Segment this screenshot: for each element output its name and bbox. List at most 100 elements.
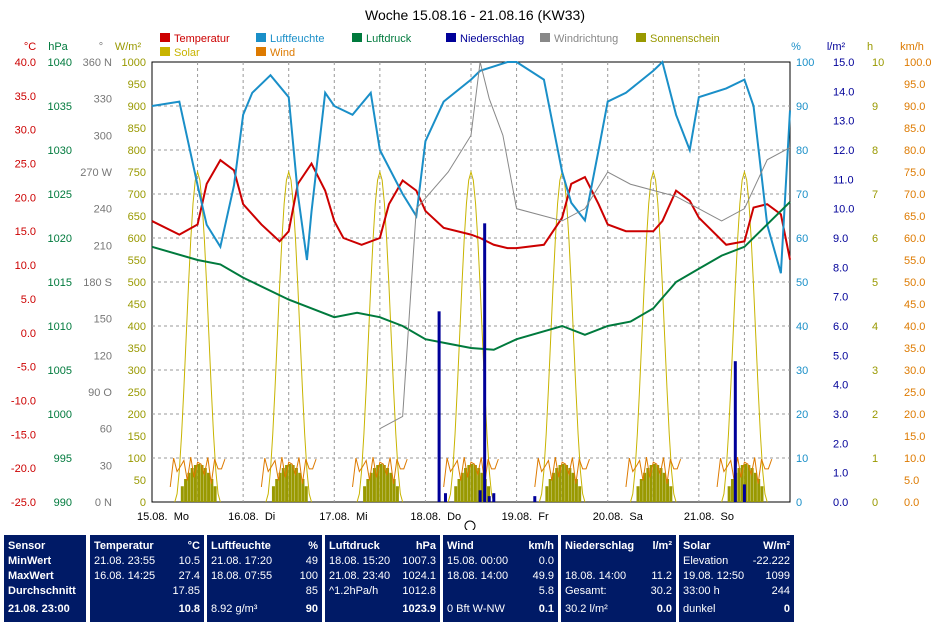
rain-row: 30.2 l/m² 0.0 [565, 602, 672, 616]
press-row: 18.08. 15:20 1007.3 [329, 554, 436, 568]
sunshine-bar [460, 472, 464, 502]
press-tick: 1035 [48, 101, 72, 113]
wind-tick: 65.0 [904, 211, 925, 223]
hum-tick: 80 [796, 145, 808, 157]
wind-tick: 35.0 [904, 343, 925, 355]
press-tick: 1030 [48, 145, 72, 157]
press-tick: 1025 [48, 189, 72, 201]
sunshine-bar [568, 468, 572, 502]
sunshine-bar [275, 479, 279, 502]
hum-tick: 40 [796, 321, 808, 333]
sunshine-bar [750, 468, 754, 502]
solar-tick: 500 [128, 277, 146, 289]
rain-row-value: 11.2 [651, 570, 672, 582]
press-tick: 995 [54, 453, 72, 465]
rain-bar [437, 311, 441, 502]
hum-header-label: Luftfeuchte [211, 540, 271, 552]
sunshine-bar [555, 468, 559, 502]
press-unit: hPa [48, 41, 68, 53]
wind-unit: km/h [900, 41, 924, 53]
legend-swatch [352, 33, 362, 42]
wind-tick: 85.0 [904, 123, 925, 135]
day-label: 16.08. Di [228, 511, 275, 523]
solar-row-value: 1099 [765, 570, 790, 582]
day-label: 19.08. Fr [502, 511, 549, 523]
temp-row: 21.08. 23:55 10.5 [94, 554, 200, 568]
wind-line [443, 456, 499, 488]
wind-line [169, 456, 226, 488]
wind-line [716, 456, 773, 488]
temp-row: 16.08. 14:25 27.4 [94, 569, 200, 583]
press-header-label: Luftdruck [329, 540, 380, 552]
sensor-header: Sensor [8, 540, 46, 552]
hum-tick: 50 [796, 277, 808, 289]
solar-tick: 400 [128, 321, 146, 333]
sunshine-bar [656, 465, 660, 502]
solar-tick: 1000 [122, 57, 146, 69]
hum-row: 21.08. 17:20 49 [211, 554, 318, 568]
dir-tick: 120 [94, 350, 112, 362]
sunshine-bar [649, 465, 653, 502]
sunshine-bar [389, 472, 393, 502]
hum-row: 18.08. 07:55 100 [211, 569, 318, 583]
legend-swatch [540, 33, 550, 42]
hum-tick: 30 [796, 365, 808, 377]
wind-line [260, 456, 317, 488]
solar-row-value: -22.222 [752, 555, 790, 567]
legend-label: Luftdruck [366, 33, 412, 45]
sunshine-bar [477, 468, 481, 502]
sunshine-bar [757, 479, 761, 502]
sunshine-bar [180, 486, 184, 502]
sunshine-bar [727, 486, 731, 502]
rain-tick: 0.0 [833, 497, 848, 509]
temp-tick: 5.0 [21, 294, 36, 306]
sunshine-bar [392, 479, 396, 502]
wind-tick: 0.0 [904, 497, 919, 509]
temp-row-label: 21.08. 23:55 [94, 555, 156, 567]
solar-tick: 750 [128, 167, 146, 179]
rain-bar [533, 496, 537, 502]
press-unit: hPa [415, 540, 436, 552]
weather-chart: Woche 15.08.16 - 21.08.16 (KW33) Temperat… [11, 7, 932, 530]
sunshine-bar [298, 472, 302, 502]
solar-line [174, 170, 221, 503]
wind-row-value: 5.8 [538, 585, 554, 597]
row-label-avg: Durchschnitt [8, 585, 76, 597]
sunshine-bar [203, 468, 207, 502]
temp-row: 10.8 [94, 602, 200, 616]
sunshine-bar [747, 465, 751, 502]
rain-tick: 15.0 [833, 57, 854, 69]
temp-tick: 30.0 [15, 125, 36, 137]
sunshine-bar [578, 486, 582, 502]
solar-row-value: 0 [783, 603, 790, 615]
wind-column: Wind km/h 15.08. 00:00 0.0 18.08. 14:00 49.9 5… [443, 535, 558, 622]
row-label-current: 21.08. 23:00 [8, 603, 70, 615]
solar-row: Elevation -22.222 [683, 554, 790, 568]
wind-tick: 15.0 [904, 431, 925, 443]
wind-line [534, 456, 590, 488]
wind-row: 15.08. 00:00 0.0 [447, 554, 554, 568]
sunshine-bar [207, 472, 211, 502]
sunshine-bar [636, 486, 640, 502]
sunshine-bar [213, 486, 217, 502]
press-row-label: ^1.2hPa/h [329, 585, 379, 597]
press-column: Luftdruck hPa 18.08. 15:20 1007.3 21.08. 23:… [325, 535, 440, 622]
wind-tick: 70.0 [904, 189, 925, 201]
sunshine-bar [294, 468, 298, 502]
rain-tick: 9.0 [833, 233, 848, 245]
hum-row-value: 100 [299, 570, 318, 582]
sunshine-bar [369, 472, 373, 502]
rain-row: Gesamt: 30.2 [565, 584, 672, 598]
solar-tick: 550 [128, 255, 146, 267]
legend-label: Solar [174, 47, 200, 59]
sun-tick: 6 [872, 233, 878, 245]
dir-tick: 150 [94, 314, 112, 326]
wind-tick: 75.0 [904, 167, 925, 179]
sunshine-bar [379, 464, 383, 502]
sunshine-bar [363, 486, 367, 502]
sun-tick: 4 [872, 321, 878, 333]
summary-panel: Sensor MinWert MaxWert Durchschnitt 21.0… [0, 530, 950, 625]
wind-row-label: 0 Bft W-NW [447, 603, 505, 615]
sunshine-bar [740, 465, 744, 502]
sunshine-bar [382, 465, 386, 502]
